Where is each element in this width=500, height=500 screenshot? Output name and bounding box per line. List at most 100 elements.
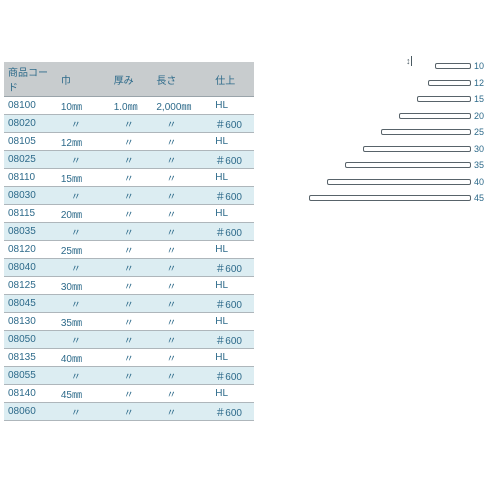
size-diagram: ↕ 10 12 15 20 25 30 35 40 45 [290, 58, 490, 207]
table-row: 08030〃〃〃＃600 [4, 187, 254, 205]
cell-code: 08020 [4, 115, 57, 133]
cell-width: 20㎜ [57, 205, 110, 223]
cell-code: 08115 [4, 205, 57, 223]
cell-thick: 〃 [110, 403, 153, 421]
table-row: 0810512㎜〃〃HL [4, 133, 254, 151]
table-row: 08020〃〃〃＃600 [4, 115, 254, 133]
cell-len: 〃 [152, 313, 211, 331]
size-bar-label: 25 [474, 127, 490, 137]
cell-code: 08135 [4, 349, 57, 367]
bar-row: 20 [290, 108, 490, 125]
bar-row: 25 [290, 124, 490, 141]
cell-code: 08110 [4, 169, 57, 187]
cell-fin: ＃600 [211, 115, 254, 133]
col-header-width: 巾 [57, 62, 110, 97]
cell-len: 〃 [152, 151, 211, 169]
size-bar-label: 15 [474, 94, 490, 104]
size-bar-label: 40 [474, 177, 490, 187]
cell-width: 12㎜ [57, 133, 110, 151]
table-row: 0813540㎜〃〃HL [4, 349, 254, 367]
cell-fin: HL [211, 169, 254, 187]
cell-fin: HL [211, 385, 254, 403]
cell-width: 〃 [57, 115, 110, 133]
cell-len: 〃 [152, 385, 211, 403]
cell-thick: 〃 [110, 205, 153, 223]
cell-fin: ＃600 [211, 367, 254, 385]
cell-thick: 〃 [110, 151, 153, 169]
dimension-mark-icon: ↕ [406, 56, 412, 68]
table-row: 08055〃〃〃＃600 [4, 367, 254, 385]
size-bar [363, 146, 471, 152]
size-bar [327, 179, 471, 185]
table-row: 0810010㎜1.0㎜2,000㎜HL [4, 97, 254, 115]
cell-code: 08045 [4, 295, 57, 313]
cell-fin: ＃600 [211, 151, 254, 169]
table-row: 08050〃〃〃＃600 [4, 331, 254, 349]
bar-row: 10 [290, 58, 490, 75]
cell-code: 08100 [4, 97, 57, 115]
cell-thick: 〃 [110, 367, 153, 385]
cell-fin: HL [211, 349, 254, 367]
cell-code: 08050 [4, 331, 57, 349]
cell-thick: 〃 [110, 331, 153, 349]
cell-thick: 〃 [110, 169, 153, 187]
cell-thick: 〃 [110, 313, 153, 331]
size-bar [417, 96, 471, 102]
cell-code: 08105 [4, 133, 57, 151]
cell-len: 〃 [152, 259, 211, 277]
cell-thick: 〃 [110, 187, 153, 205]
cell-fin: HL [211, 313, 254, 331]
table-row: 08025〃〃〃＃600 [4, 151, 254, 169]
cell-len: 〃 [152, 241, 211, 259]
cell-thick: 〃 [110, 385, 153, 403]
table-row: 08035〃〃〃＃600 [4, 223, 254, 241]
table-row: 08040〃〃〃＃600 [4, 259, 254, 277]
spec-table: 商品コード 巾 厚み 長さ 仕上 0810010㎜1.0㎜2,000㎜HL080… [4, 62, 254, 421]
cell-code: 08035 [4, 223, 57, 241]
col-header-length: 長さ [152, 62, 211, 97]
cell-code: 08130 [4, 313, 57, 331]
cell-code: 08040 [4, 259, 57, 277]
cell-code: 08125 [4, 277, 57, 295]
cell-thick: 1.0㎜ [110, 97, 153, 115]
cell-code: 08140 [4, 385, 57, 403]
table-row: 0812025㎜〃〃HL [4, 241, 254, 259]
cell-len: 〃 [152, 277, 211, 295]
cell-width: 40㎜ [57, 349, 110, 367]
cell-thick: 〃 [110, 115, 153, 133]
cell-thick: 〃 [110, 277, 153, 295]
size-bar [435, 63, 471, 69]
table-row: 0811520㎜〃〃HL [4, 205, 254, 223]
cell-fin: ＃600 [211, 295, 254, 313]
cell-fin: HL [211, 241, 254, 259]
cell-thick: 〃 [110, 349, 153, 367]
col-header-code: 商品コード [4, 62, 57, 97]
size-bar [399, 113, 471, 119]
cell-code: 08060 [4, 403, 57, 421]
cell-width: 45㎜ [57, 385, 110, 403]
cell-len: 〃 [152, 115, 211, 133]
table-header-row: 商品コード 巾 厚み 長さ 仕上 [4, 62, 254, 97]
cell-code: 08025 [4, 151, 57, 169]
size-bar [345, 162, 471, 168]
cell-width: 〃 [57, 403, 110, 421]
bar-row: 12 [290, 75, 490, 92]
bar-row: 30 [290, 141, 490, 158]
size-bar-label: 12 [474, 78, 490, 88]
table-row: 0812530㎜〃〃HL [4, 277, 254, 295]
size-bar-label: 45 [474, 193, 490, 203]
size-bar [428, 80, 471, 86]
cell-code: 08030 [4, 187, 57, 205]
bar-row: 40 [290, 174, 490, 191]
size-bar-label: 35 [474, 160, 490, 170]
cell-len: 〃 [152, 133, 211, 151]
table-row: 0813035㎜〃〃HL [4, 313, 254, 331]
cell-width: 〃 [57, 223, 110, 241]
table-row: 08045〃〃〃＃600 [4, 295, 254, 313]
cell-width: 25㎜ [57, 241, 110, 259]
size-bar-label: 20 [474, 111, 490, 121]
cell-fin: ＃600 [211, 223, 254, 241]
cell-len: 〃 [152, 295, 211, 313]
size-bar [309, 195, 471, 201]
cell-width: 10㎜ [57, 97, 110, 115]
